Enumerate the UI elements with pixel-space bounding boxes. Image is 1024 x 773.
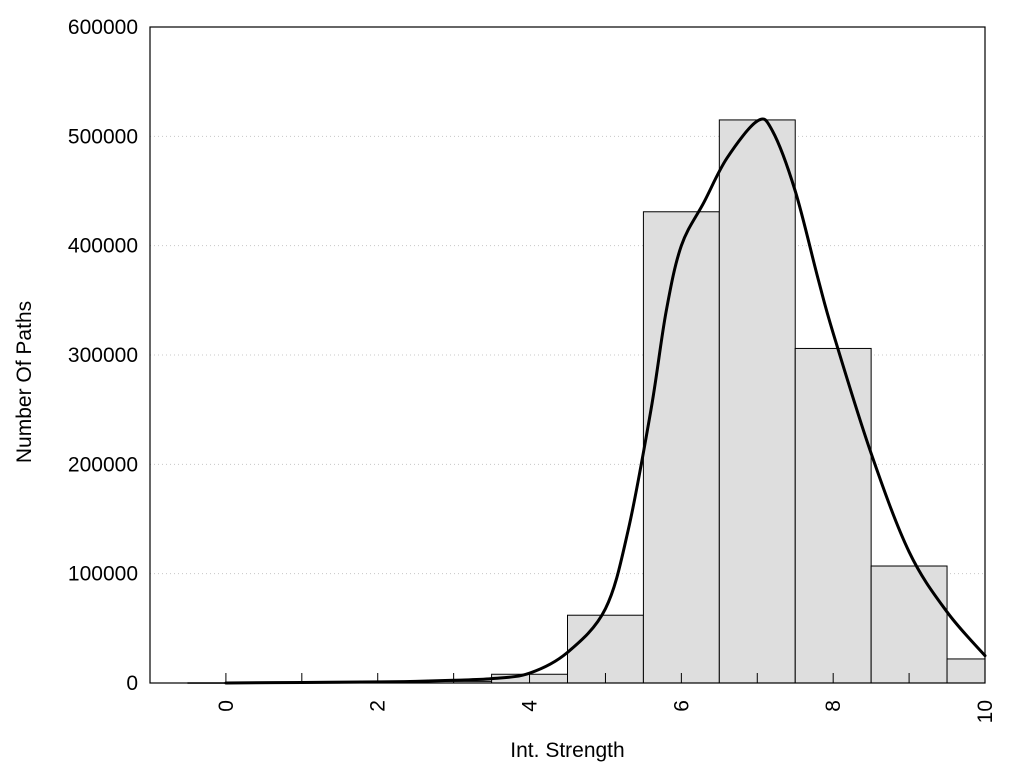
- histogram-bar: [794, 347, 872, 684]
- y-tick-label: 100000: [68, 563, 138, 586]
- x-tick-label: 6: [670, 700, 693, 712]
- x-axis-title: Int. Strength: [510, 739, 624, 762]
- y-tick-label: 200000: [68, 453, 138, 476]
- y-tick-label: 300000: [68, 344, 138, 367]
- x-tick-label: 8: [822, 700, 845, 712]
- x-tick-label: 4: [519, 700, 542, 712]
- y-axis-title: Number Of Paths: [13, 301, 36, 463]
- x-tick-label: 0: [215, 700, 238, 712]
- histogram-bar: [642, 211, 720, 684]
- histogram-bar: [946, 658, 986, 684]
- y-tick-label: 0: [126, 672, 138, 695]
- x-tick-label: 10: [974, 700, 997, 723]
- plot-frame: [149, 26, 986, 684]
- y-tick-label: 400000: [68, 235, 138, 258]
- histogram-bars: [187, 119, 986, 684]
- histogram-bar: [718, 119, 796, 684]
- histogram-bar: [870, 565, 948, 684]
- y-tick-label: 600000: [68, 16, 138, 39]
- x-axis-ticks: 0 2 4 6 8 10: [215, 673, 997, 723]
- y-axis-ticks: 0 100000 200000 300000 400000 500000 600000: [68, 16, 138, 695]
- x-tick-label: 2: [367, 700, 390, 712]
- histogram-bar: [567, 614, 644, 684]
- y-tick-label: 500000: [68, 125, 138, 148]
